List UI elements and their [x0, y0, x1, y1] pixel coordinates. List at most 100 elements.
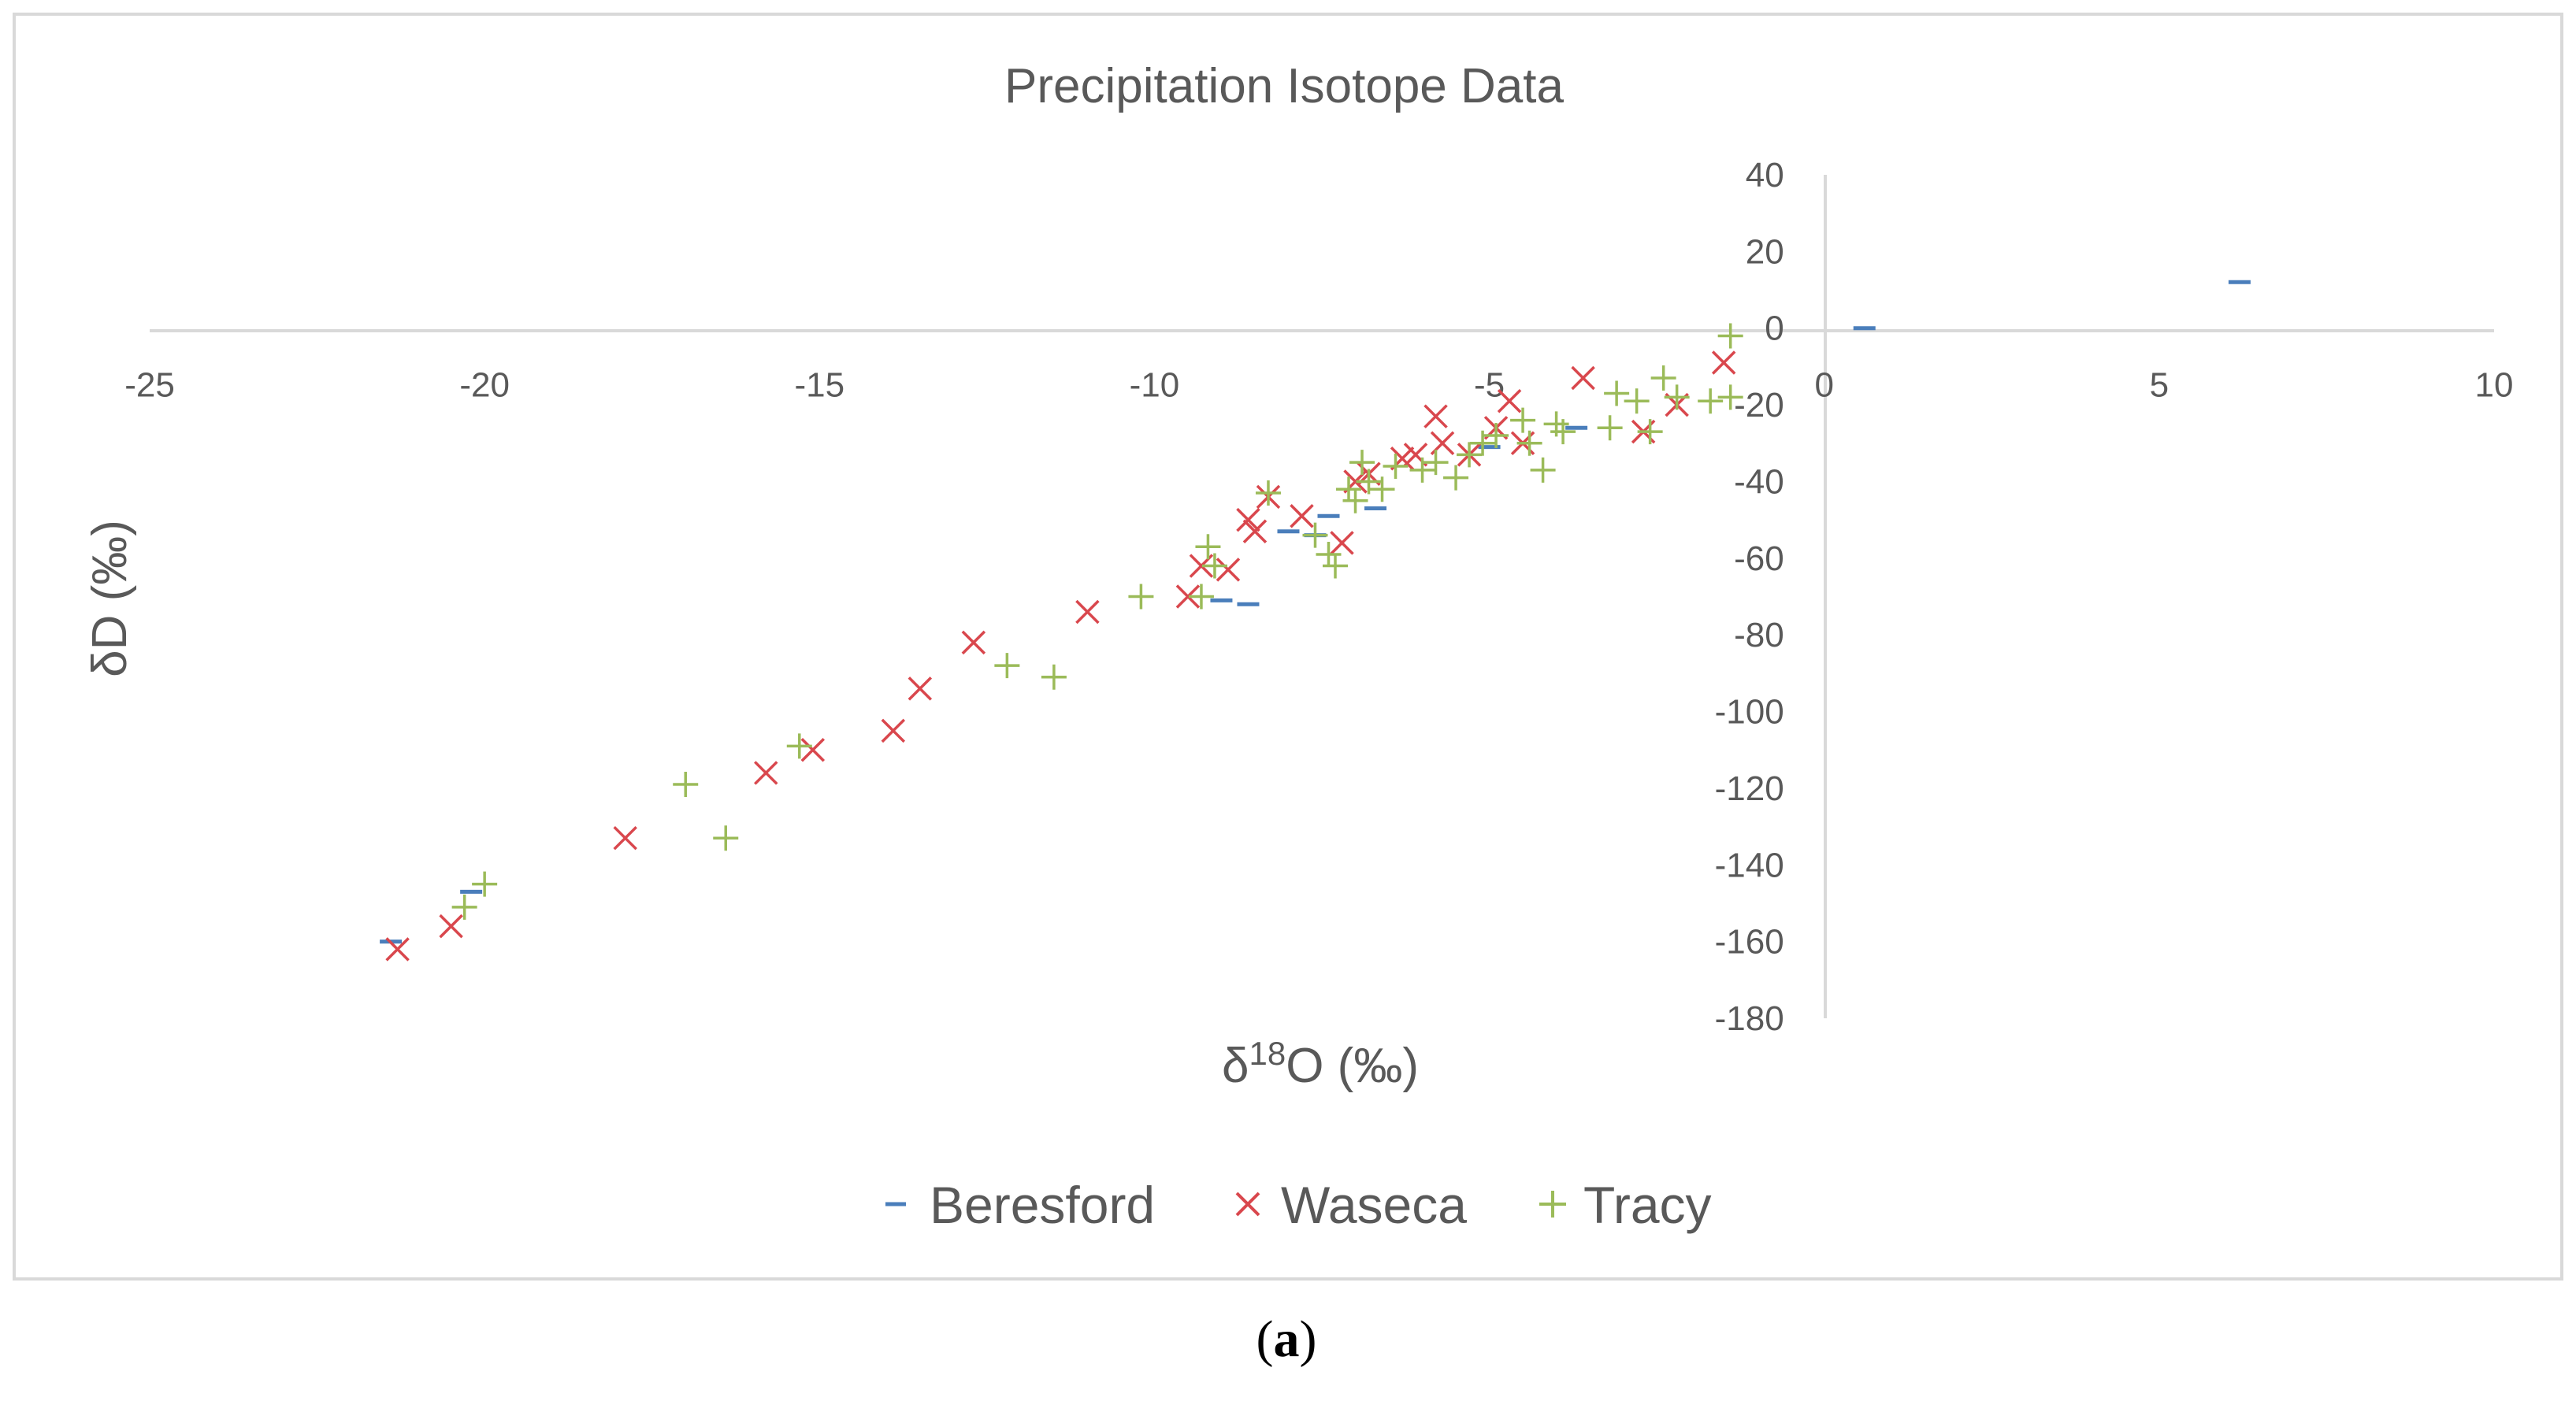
legend-label-waseca: Waseca [1281, 1176, 1467, 1234]
caption-close: ) [1300, 1310, 1317, 1368]
chart-title: Precipitation Isotope Data [1004, 59, 1564, 113]
data-point-waseca [1242, 519, 1268, 543]
data-point-waseca [1497, 388, 1522, 413]
legend-label-beresford: Beresford [930, 1176, 1155, 1234]
legend-label-tracy: Tracy [1583, 1176, 1712, 1234]
data-point-tracy [1336, 476, 1362, 502]
y-tick-label: 0 [1765, 309, 1784, 348]
axes-group [150, 175, 2494, 1018]
data-point-waseca [439, 914, 463, 939]
y-tick-label: 20 [1746, 232, 1784, 271]
data-point-tracy [786, 733, 812, 759]
data-point-waseca [881, 718, 906, 743]
y-tick-label: -120 [1715, 769, 1784, 808]
data-point-waseca [1423, 404, 1448, 428]
legend-marker-tracy [1539, 1191, 1566, 1218]
y-axis-label: δD (‰) [83, 520, 137, 677]
data-point-waseca [1075, 599, 1100, 625]
data-point-tracy [1383, 453, 1409, 479]
x-tick-label: 0 [1814, 366, 1833, 405]
y-tick-label: -20 [1734, 386, 1784, 424]
figure-caption: (a) [1256, 1310, 1317, 1368]
x-tick-label: 5 [2150, 366, 2169, 405]
legend-item-beresford[interactable]: Beresford [885, 1176, 1155, 1234]
data-point-tracy [1604, 380, 1630, 406]
x-axis-label-suffix: O (‰) [1286, 1039, 1419, 1093]
x-tick-label: -20 [459, 366, 510, 405]
y-tick-label: -140 [1715, 846, 1784, 884]
y-tick-label: -80 [1734, 616, 1784, 654]
x-tick-labels: -25 -20 -15 -10 -5 0 5 10 [124, 366, 2513, 405]
data-point-tracy [1717, 384, 1743, 410]
y-tick-label: -160 [1715, 923, 1784, 962]
data-point-tracy [1698, 388, 1724, 414]
data-point-waseca [385, 937, 410, 962]
data-point-tracy [1483, 423, 1509, 449]
x-tick-label: 10 [2475, 366, 2514, 405]
data-point-tracy [472, 871, 498, 897]
x-tick-label: -5 [1474, 366, 1505, 405]
data-point-tracy [994, 653, 1020, 679]
data-point-tracy [1457, 442, 1483, 468]
data-point-waseca [1236, 507, 1260, 532]
data-point-tracy [1356, 469, 1382, 495]
data-point-tracy [1316, 541, 1342, 567]
data-point-tracy [1195, 534, 1221, 560]
data-point-tracy [1323, 553, 1349, 579]
chart-border [13, 13, 2563, 1281]
data-point-waseca [1290, 504, 1314, 528]
y-tick-label: -180 [1715, 999, 1784, 1038]
data-point-tracy [1349, 450, 1375, 476]
data-point-tracy [1470, 430, 1496, 456]
data-point-tracy [1550, 419, 1576, 445]
data-point-waseca [1216, 558, 1241, 582]
data-point-tracy [1516, 430, 1542, 456]
data-point-tracy [1342, 487, 1368, 513]
y-tick-labels: 40 20 0 -20 -40 -60 -80 -100 -120 -140 -160 -180 [1715, 156, 1784, 1038]
data-point-tracy [1369, 476, 1395, 502]
data-point-tracy [1650, 365, 1676, 391]
data-point-waseca [613, 825, 637, 851]
y-tick-label: -100 [1715, 693, 1784, 732]
y-tick-label: -40 [1734, 462, 1784, 501]
data-point-waseca [961, 630, 986, 655]
y-tick-label: 40 [1746, 156, 1784, 195]
data-point-tracy [673, 772, 699, 798]
data-point-tracy [1510, 407, 1536, 433]
legend-marker-waseca [1235, 1192, 1260, 1217]
legend-item-tracy[interactable]: Tracy [1539, 1176, 1712, 1234]
data-point-tracy [1255, 480, 1281, 506]
y-tick-label: -60 [1734, 539, 1784, 578]
data-point-waseca [908, 676, 933, 701]
data-point-waseca [1330, 531, 1354, 555]
data-point-tracy [1664, 384, 1690, 410]
data-point-tracy [1201, 553, 1227, 579]
data-point-tracy [1624, 388, 1650, 414]
data-point-waseca [1711, 350, 1736, 375]
data-point-tracy [1717, 323, 1743, 349]
data-point-tracy [713, 825, 739, 851]
legend-item-waseca[interactable]: Waseca [1235, 1176, 1467, 1234]
caption-open: ( [1256, 1310, 1274, 1368]
x-axis-label-prefix: δ [1222, 1039, 1249, 1093]
data-point-tracy [1302, 522, 1328, 548]
x-tick-label: -25 [124, 366, 175, 405]
data-point-tracy [1530, 457, 1556, 483]
data-point-tracy [1188, 584, 1214, 610]
data-point-tracy [1597, 415, 1623, 441]
data-point-waseca [754, 761, 778, 785]
caption-letter: a [1274, 1310, 1300, 1368]
data-point-tracy [1637, 419, 1663, 445]
data-point-waseca [1175, 584, 1201, 609]
data-point-tracy [1423, 450, 1449, 476]
legend: Beresford Waseca Tracy [885, 1176, 1712, 1234]
data-point-tracy [1443, 465, 1469, 491]
data-point-waseca [1571, 365, 1595, 391]
x-tick-label: -15 [794, 366, 844, 405]
data-points [380, 280, 2251, 962]
x-axis-label: δ18O (‰) [1222, 1035, 1419, 1093]
x-axis-label-superscript: 18 [1249, 1035, 1286, 1072]
data-point-tracy [1128, 584, 1154, 610]
data-point-tracy [1041, 664, 1067, 690]
